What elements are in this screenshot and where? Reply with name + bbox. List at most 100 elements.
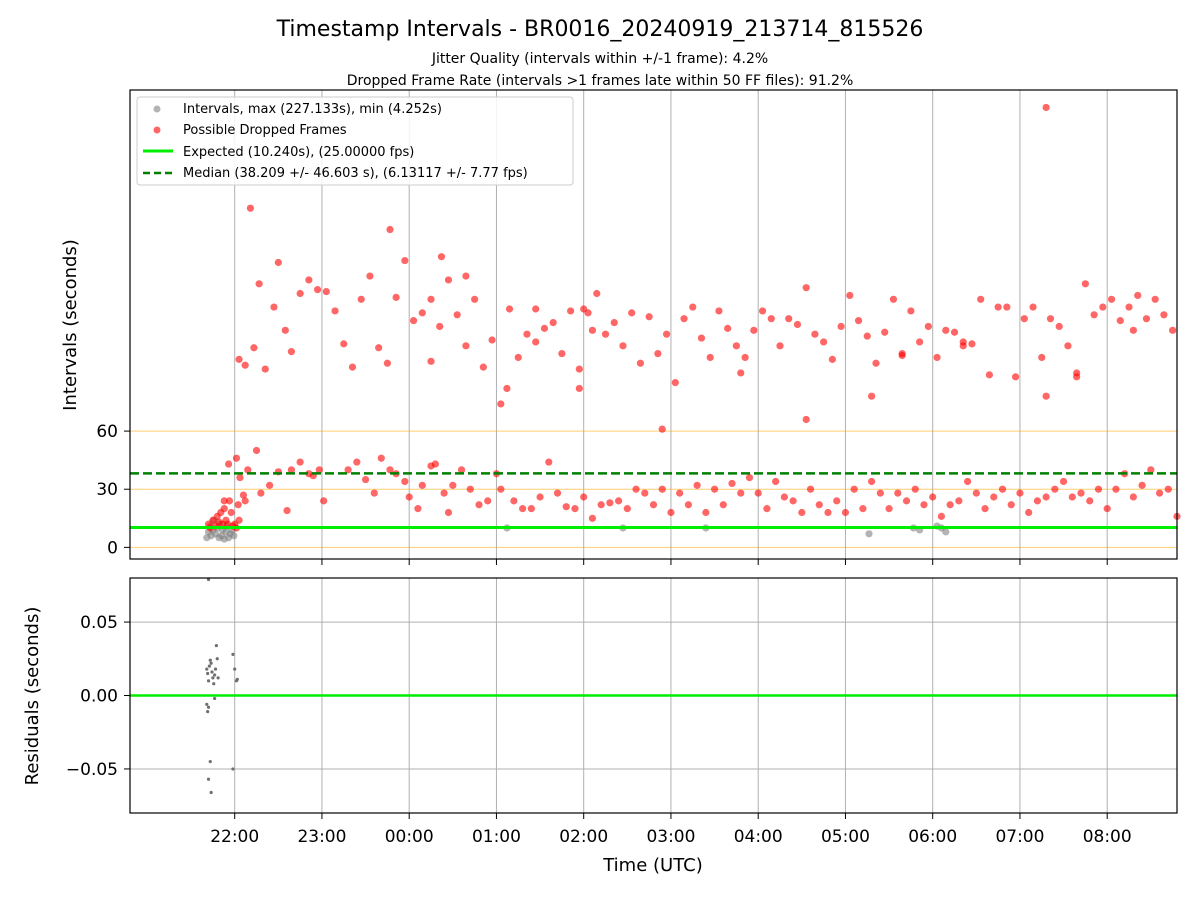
dropped-frame-point bbox=[257, 489, 265, 497]
dropped-frame-point bbox=[532, 338, 540, 346]
dropped-frame-point bbox=[409, 317, 418, 325]
dropped-frame-point bbox=[232, 454, 241, 462]
residual-point bbox=[211, 676, 215, 680]
dropped-frame-point bbox=[636, 359, 645, 367]
dropped-frame-point bbox=[990, 493, 998, 501]
dropped-frame-point bbox=[859, 505, 867, 513]
dropped-frame-point bbox=[841, 508, 850, 517]
dropped-frames-series bbox=[204, 103, 1181, 532]
dropped-frame-point bbox=[239, 491, 248, 499]
dropped-frame-point bbox=[776, 342, 784, 350]
dropped-frame-point bbox=[772, 477, 780, 486]
dropped-frame-point bbox=[846, 291, 854, 300]
residual-point bbox=[210, 670, 214, 674]
dropped-frame-point bbox=[767, 315, 775, 323]
dropped-frame-point bbox=[571, 505, 579, 513]
residual-point bbox=[213, 667, 218, 671]
x-tick-label: 06:00 bbox=[908, 827, 957, 847]
dropped-frame-point bbox=[505, 305, 514, 313]
dropped-frame-point bbox=[964, 477, 972, 486]
dropped-frame-point bbox=[283, 506, 291, 515]
dropped-frame-point bbox=[457, 466, 466, 474]
dropped-frame-point bbox=[431, 460, 439, 468]
dropped-frame-point bbox=[274, 258, 282, 267]
dropped-frame-point bbox=[924, 322, 932, 331]
dropped-frame-point bbox=[1051, 485, 1059, 493]
dropped-frame-point bbox=[876, 489, 884, 497]
dropped-frame-point bbox=[497, 400, 505, 408]
dropped-frame-point bbox=[1055, 322, 1063, 331]
legend-label-median: Median (38.209 +/- 46.603 s), (6.13117 +… bbox=[183, 166, 528, 181]
residual-point bbox=[213, 696, 217, 701]
dropped-frame-point bbox=[1046, 315, 1055, 323]
legend-label-expected: Expected (10.240s), (25.00000 fps) bbox=[183, 145, 414, 160]
dropped-frame-point bbox=[872, 359, 880, 367]
dropped-frame-point bbox=[1007, 501, 1015, 509]
dropped-frame-point bbox=[261, 365, 269, 373]
dropped-frame-point bbox=[580, 493, 588, 501]
dropped-frame-point bbox=[820, 338, 828, 346]
dropped-frame-point bbox=[985, 371, 994, 379]
residuals-y-axis-label: Residuals (seconds) bbox=[22, 607, 43, 786]
dropped-frame-point bbox=[732, 342, 740, 350]
legend-marker-intervals bbox=[153, 105, 161, 113]
dropped-frame-point bbox=[255, 280, 263, 288]
residual-point bbox=[209, 790, 213, 795]
dropped-frame-point bbox=[241, 497, 249, 505]
residual-point bbox=[209, 661, 213, 665]
dropped-frame-point bbox=[933, 353, 941, 362]
dropped-frame-point bbox=[1094, 485, 1103, 493]
dropped-frame-point bbox=[789, 497, 797, 505]
dropped-frame-point bbox=[1038, 353, 1046, 362]
dropped-frame-point bbox=[1042, 493, 1050, 501]
dropped-frame-point bbox=[536, 493, 544, 501]
residual-point bbox=[212, 682, 216, 686]
intervals-y-ticks: 0 30 60 bbox=[96, 422, 130, 558]
dropped-frame-point bbox=[1003, 303, 1011, 311]
dropped-frame-point bbox=[763, 505, 771, 513]
dropped-frame-point bbox=[1160, 311, 1168, 319]
dropped-frame-point bbox=[972, 489, 980, 497]
dropped-frame-point bbox=[802, 284, 810, 292]
dropped-frame-point bbox=[998, 485, 1007, 493]
intervals-y-tick-label: 30 bbox=[96, 480, 118, 500]
dropped-frame-point bbox=[519, 505, 527, 513]
dropped-frame-point bbox=[437, 253, 446, 261]
dropped-frame-point bbox=[654, 349, 662, 358]
dropped-frame-point bbox=[981, 505, 989, 513]
dropped-frame-point bbox=[553, 489, 562, 497]
dropped-frame-point bbox=[497, 485, 505, 493]
x-tick-label: 08:00 bbox=[1083, 827, 1132, 847]
dropped-frame-point bbox=[894, 489, 902, 497]
dropped-frame-point bbox=[649, 501, 658, 509]
interval-point bbox=[230, 532, 238, 540]
dropped-frame-point bbox=[353, 458, 361, 466]
dropped-frame-point bbox=[1059, 477, 1068, 486]
dropped-frame-point bbox=[745, 474, 754, 482]
dropped-frame-point bbox=[750, 326, 758, 334]
dropped-frame-point bbox=[671, 379, 679, 387]
residuals-y-tick-label: 0.00 bbox=[80, 687, 118, 707]
dropped-frame-point bbox=[484, 497, 492, 505]
dropped-frame-point bbox=[1147, 466, 1155, 474]
dropped-frame-point bbox=[575, 384, 583, 393]
dropped-frame-point bbox=[281, 326, 289, 334]
dropped-frame-point bbox=[296, 289, 304, 298]
dropped-frame-point bbox=[885, 505, 893, 513]
dropped-frame-point bbox=[331, 307, 339, 315]
dropped-frame-point bbox=[1107, 295, 1116, 303]
dropped-frame-point bbox=[815, 501, 823, 509]
dropped-frame-point bbox=[392, 293, 400, 301]
dropped-frame-point bbox=[942, 326, 950, 334]
dropped-frame-point bbox=[503, 384, 511, 393]
dropped-frame-point bbox=[405, 493, 413, 501]
dropped-frame-point bbox=[558, 349, 566, 358]
dropped-frame-point bbox=[562, 503, 570, 511]
dropped-frame-point bbox=[1112, 485, 1120, 493]
residuals-x-ticks: 22:00 23:00 00:00 01:00 02:00 03:00 04:00 05:00… bbox=[210, 813, 1132, 847]
residual-point bbox=[235, 677, 239, 681]
intervals-y-axis-label: Intervals (seconds) bbox=[60, 239, 81, 411]
dropped-frame-point bbox=[868, 477, 876, 486]
dropped-frame-point bbox=[1064, 342, 1072, 350]
dropped-frame-point bbox=[236, 474, 244, 482]
